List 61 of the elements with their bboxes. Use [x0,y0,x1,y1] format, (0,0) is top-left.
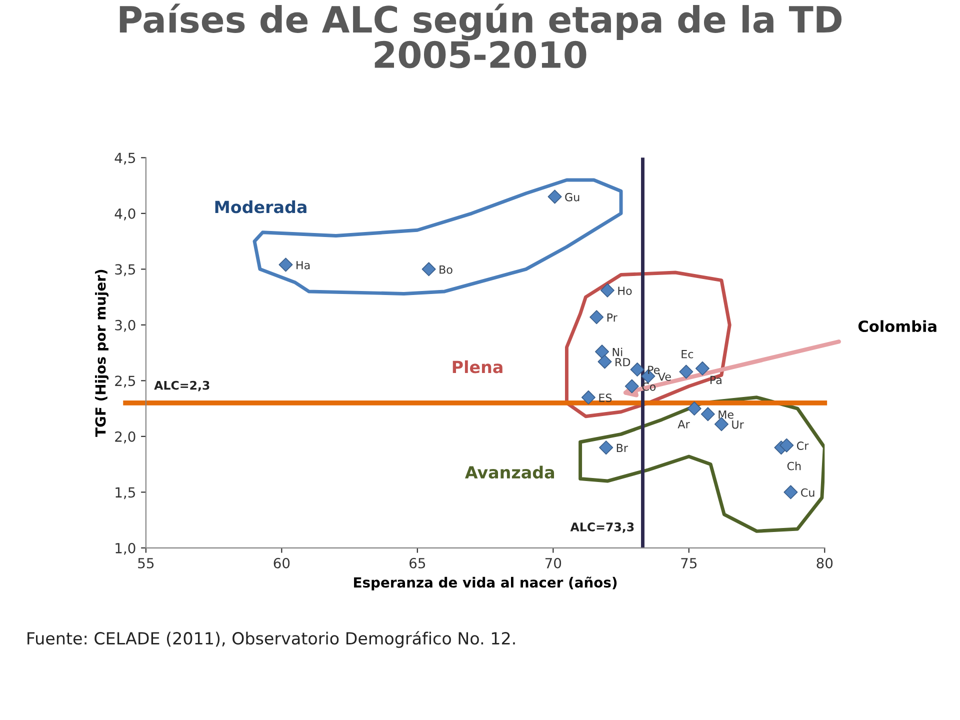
annotation: RD [616,358,630,366]
y-tick-label: 3,5 [115,264,135,276]
point [700,407,715,422]
x-tick-label: 55 [138,558,154,568]
annotation: Ha [296,261,310,270]
point [422,262,436,276]
x-axis-title: Esperanza de vida al nacer (años) [354,576,617,590]
x-tick-label: 65 [410,558,426,568]
y-tick-label: 1,5 [116,487,135,500]
annotation: Pe [648,366,660,374]
ref-line-label: ALC=73,3 [570,522,634,533]
y-tick-label: 2,0 [115,431,136,444]
annotation: Ec [682,350,694,358]
annotation: Co [642,382,656,391]
point [624,379,639,394]
point [784,485,798,500]
point [598,354,612,369]
annotation: Moderada [215,200,306,214]
point [687,402,702,416]
annotation: Ho [618,286,632,295]
annotation: Gu [565,192,580,202]
annotation: Bo [440,266,452,274]
point [714,417,728,432]
annotation: Pr [607,313,618,322]
x-tick-label: 75 [681,558,697,568]
ref-line-label: ALC=2,3 [154,380,210,392]
annotation: Plena [452,360,502,374]
point [599,440,614,455]
point [595,344,610,359]
point [590,310,604,324]
source-note: Fuente: CELADE (2011), Observatorio Demográfico No. 12. [28,631,515,648]
point [581,390,596,404]
point [695,361,710,376]
point [630,362,644,377]
chart-title: Países de ALC según etapa de la TD 2005-2010 [120,4,842,68]
annotation: Cu [801,488,814,497]
annotation: Avanzada [465,466,554,479]
annotation: Ur [732,420,744,429]
text: Colombia [858,320,936,332]
annotation: Ar [678,420,690,428]
point [679,364,694,379]
annotation: Ch [787,462,801,470]
point [278,258,293,272]
y-axis-title: TGF (Hijos por mujer) [95,270,109,437]
annotation: Me [718,410,734,419]
y-tick-label: 4,5 [114,152,135,165]
annotation: ES [599,394,612,402]
y-tick-label: 2,5 [115,376,135,388]
x-tick-label: 60 [274,558,290,568]
y-tick-label: 3,0 [115,320,136,332]
point [600,283,614,298]
annotation: Br [616,444,628,452]
annotation: Ve [658,372,671,381]
y-tick-label: 1,0 [116,542,136,555]
y-tick-label: 4,0 [114,208,136,220]
point [548,190,562,204]
point [780,438,794,452]
x-tick-label: 70 [545,558,562,568]
x-tick-label: 80 [816,558,833,568]
annotation: Cr [796,442,809,450]
annotation: Ni [612,348,622,356]
